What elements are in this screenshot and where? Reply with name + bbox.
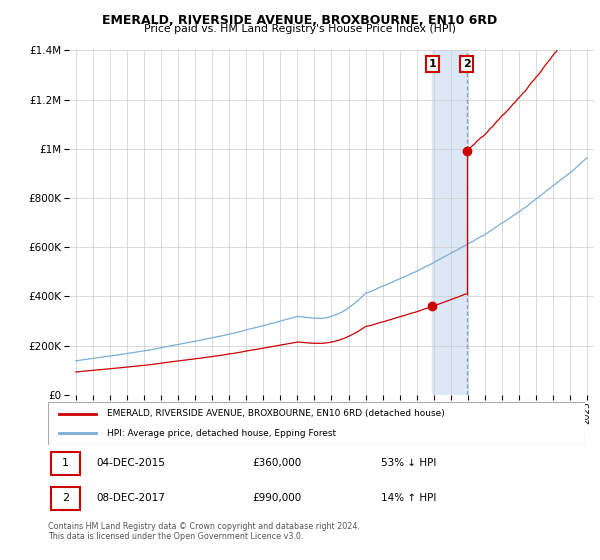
Text: 14% ↑ HPI: 14% ↑ HPI — [381, 493, 436, 503]
Text: 1: 1 — [428, 59, 436, 69]
Text: 2: 2 — [62, 493, 69, 503]
Text: 2: 2 — [463, 59, 470, 69]
Text: EMERALD, RIVERSIDE AVENUE, BROXBOURNE, EN10 6RD: EMERALD, RIVERSIDE AVENUE, BROXBOURNE, E… — [103, 14, 497, 27]
Text: HPI: Average price, detached house, Epping Forest: HPI: Average price, detached house, Eppi… — [107, 429, 336, 438]
Text: 08-DEC-2017: 08-DEC-2017 — [97, 493, 165, 503]
Text: 04-DEC-2015: 04-DEC-2015 — [97, 459, 165, 468]
Text: Contains HM Land Registry data © Crown copyright and database right 2024.
This d: Contains HM Land Registry data © Crown c… — [48, 522, 360, 542]
FancyBboxPatch shape — [50, 452, 80, 475]
Text: Price paid vs. HM Land Registry's House Price Index (HPI): Price paid vs. HM Land Registry's House … — [144, 24, 456, 34]
FancyBboxPatch shape — [48, 402, 585, 445]
Text: 1: 1 — [62, 459, 69, 468]
FancyBboxPatch shape — [50, 487, 80, 510]
Text: £360,000: £360,000 — [252, 459, 301, 468]
Text: EMERALD, RIVERSIDE AVENUE, BROXBOURNE, EN10 6RD (detached house): EMERALD, RIVERSIDE AVENUE, BROXBOURNE, E… — [107, 409, 445, 418]
Text: £990,000: £990,000 — [252, 493, 301, 503]
Bar — [433, 50, 466, 395]
Text: 53% ↓ HPI: 53% ↓ HPI — [381, 459, 436, 468]
